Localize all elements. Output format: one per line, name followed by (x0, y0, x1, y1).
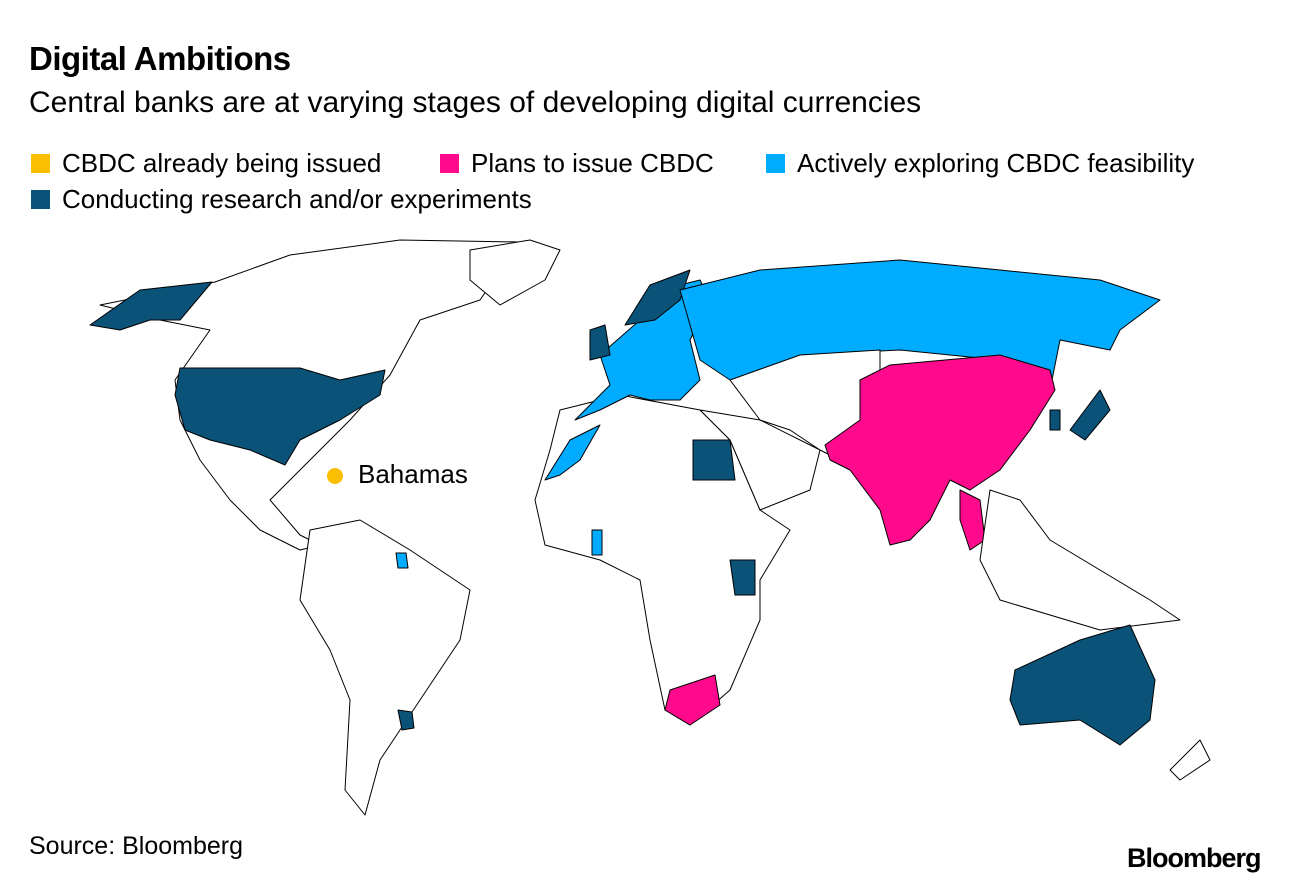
bahamas-marker (327, 468, 343, 484)
legend-item: Conducting research and/or experiments (31, 184, 532, 215)
new-zealand (1169, 739, 1211, 781)
subtitle: Central banks are at varying stages of d… (29, 86, 922, 119)
united-kingdom (589, 324, 611, 361)
japan (1069, 389, 1111, 441)
legend-item: Plans to issue CBDC (440, 148, 714, 179)
legend-item: CBDC already being issued (31, 148, 381, 179)
logo: Bloomberg (1127, 843, 1262, 873)
korea (1049, 409, 1061, 431)
egypt (692, 439, 736, 481)
alaska (89, 281, 213, 331)
legend-swatch (440, 154, 459, 173)
morocco (544, 424, 601, 481)
south-america (299, 519, 471, 816)
legend-label: Conducting research and/or experiments (62, 184, 532, 214)
guyana (395, 552, 409, 569)
scandinavia (624, 269, 691, 326)
uruguay (397, 709, 415, 731)
south-africa (664, 674, 721, 726)
china-india (824, 354, 1056, 546)
title: Digital Ambitions (29, 40, 291, 77)
greenland (469, 239, 561, 306)
source: Source: Bloomberg (29, 832, 244, 860)
thailand (959, 489, 986, 551)
legend-swatch (766, 154, 785, 173)
kenya (729, 559, 756, 596)
legend-swatch (31, 190, 50, 209)
ghana (591, 529, 603, 556)
united-states (174, 367, 386, 466)
legend-label: Plans to issue CBDC (471, 148, 714, 178)
southeast-asia (979, 489, 1181, 631)
legend-swatch (31, 154, 50, 173)
legend-label: Actively exploring CBDC feasibility (797, 148, 1195, 178)
legend-item: Actively exploring CBDC feasibility (766, 148, 1194, 179)
australia (1009, 624, 1156, 746)
annotation: Bahamas (358, 459, 468, 489)
legend-label: CBDC already being issued (62, 148, 382, 178)
